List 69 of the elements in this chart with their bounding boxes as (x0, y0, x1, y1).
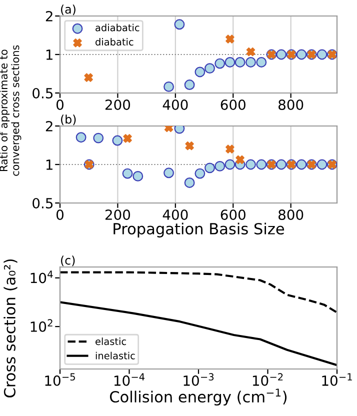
point (296, 49, 307, 60)
point (246, 57, 256, 68)
x-tick-label: 600 (220, 99, 246, 110)
point (112, 135, 123, 146)
point (246, 159, 256, 170)
point (123, 134, 132, 143)
legend-label: adiabatic (96, 24, 140, 32)
x-tick-label: 800 (278, 209, 304, 220)
x-axis-title: Propagation Basis Size (114, 222, 284, 238)
point (226, 144, 234, 154)
point (185, 141, 194, 150)
x-tick-label: 10$^{−2}$ (252, 373, 283, 386)
point (276, 159, 287, 170)
point (316, 49, 328, 60)
y-tick-label: 0.5 (32, 88, 53, 98)
point (296, 159, 307, 170)
chart-title: (c) (61, 256, 75, 266)
point (224, 57, 236, 68)
x-tick-label: 10$^{−1}$ (322, 373, 352, 386)
x-axis-title: Collision energy (cm$^{−1}$) (110, 388, 287, 406)
x-tick-label: 10$^{−5}$ (45, 373, 75, 386)
y-tick-label: 0.5 (32, 198, 53, 208)
y-tick-label: 2 (46, 120, 52, 132)
point (194, 168, 206, 179)
chart-title: (a) (61, 4, 76, 16)
x-tick-label: 200 (105, 99, 130, 110)
point (214, 160, 226, 172)
point (316, 159, 328, 170)
point (132, 170, 144, 182)
point (256, 57, 267, 68)
point (276, 49, 287, 60)
x-tick-label: 0 (56, 209, 64, 220)
legend-label: inelastic (96, 352, 135, 360)
point (164, 81, 174, 92)
point (122, 168, 133, 179)
point (226, 34, 234, 44)
point (214, 58, 226, 69)
point (84, 73, 93, 82)
x-tick-label: 400 (162, 209, 188, 220)
y-tick-label: 2 (46, 10, 52, 22)
point (256, 159, 267, 170)
point (194, 66, 206, 78)
x-tick-label: 400 (162, 99, 188, 110)
point (184, 80, 195, 90)
y-tick-label: 10$^{2}$ (30, 319, 52, 332)
x-tick-label: 800 (278, 99, 304, 110)
x-tick-label: 10$^{−4}$ (114, 373, 145, 386)
x-tick-label: 600 (220, 209, 246, 220)
x-tick-label: 10$^{−3}$ (184, 373, 214, 386)
point (174, 19, 185, 30)
point (76, 132, 86, 143)
x-tick-label: 0 (56, 99, 64, 110)
point (234, 57, 246, 68)
legend-label: diabatic (96, 38, 134, 46)
point (204, 63, 215, 74)
point (184, 178, 195, 188)
y-tick-label: 10$^{4}$ (30, 270, 53, 284)
point (224, 159, 236, 170)
point (164, 168, 174, 178)
x-tick-label: 200 (105, 209, 130, 220)
y-tick-label: 1 (46, 160, 52, 170)
point (246, 47, 256, 56)
point (236, 155, 244, 164)
y-tick-label: 1 (46, 50, 52, 60)
chart-title: (b) (61, 114, 76, 126)
point (93, 132, 104, 144)
point (204, 162, 215, 174)
legend-label: elastic (96, 338, 126, 346)
y-axis-title: Cross section (a₀²) (4, 259, 18, 398)
